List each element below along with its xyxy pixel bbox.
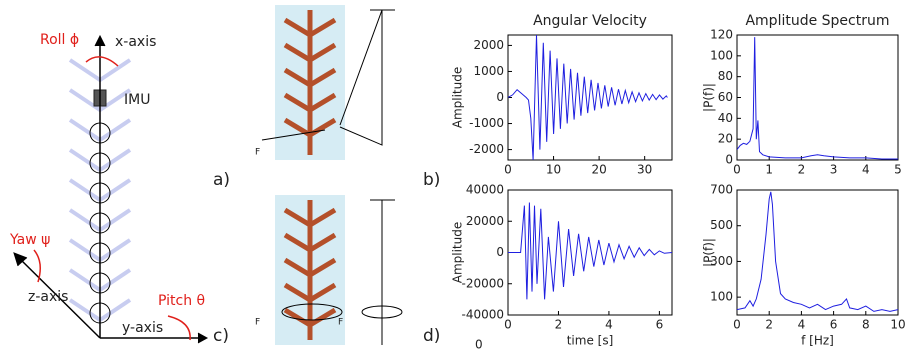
y-tick-label: 1000 [473, 64, 504, 78]
y-axis-label: Amplitude [451, 222, 465, 284]
chart-title: Angular Velocity [533, 13, 647, 29]
panel-c: c) [213, 326, 229, 346]
x-tick-label: 1 [765, 163, 773, 177]
x-axis-label: time [s] [567, 334, 614, 348]
y-tick-label: 0 [496, 245, 504, 259]
robot-schematic [13, 34, 209, 344]
y-tick-label: -40000 [461, 308, 504, 322]
plot-frame [736, 189, 899, 316]
force-label: F [255, 148, 260, 158]
data-line [737, 37, 898, 160]
x-tick-label: 2 [555, 318, 563, 332]
y-tick-label: 80 [718, 69, 733, 83]
panel-d: d) [423, 326, 440, 346]
y-tick-label: 40 [718, 111, 733, 125]
x-tick-label: 2 [798, 163, 806, 177]
panel-b: b) [423, 170, 440, 190]
y-tick-label: 20 [718, 132, 733, 146]
x-tick-label: 0 [733, 318, 741, 332]
y-tick-label: 2000 [473, 38, 504, 52]
x-tick-label: 4 [862, 163, 870, 177]
x-tick-label: 8 [862, 318, 870, 332]
x-tick-label: 2 [765, 318, 773, 332]
y-tick-label: 0 [725, 153, 733, 167]
y-tick-label: 0 [496, 90, 504, 104]
y-tick-label: 300 [710, 254, 733, 268]
imu-label: IMU [124, 92, 150, 108]
data-line [737, 191, 898, 312]
yaw-label: Yaw ψ [9, 232, 50, 248]
y-tick-label: 500 [710, 218, 733, 232]
x-tick-label: 4 [798, 318, 806, 332]
y-tick-label: -20000 [461, 276, 504, 290]
x-tick-label: 0 [504, 318, 512, 332]
pitch-label: Pitch θ [158, 293, 205, 309]
y-tick-label: -1000 [469, 116, 504, 130]
y-tick-label: 60 [718, 90, 733, 104]
y-tick-label: 700 [710, 183, 733, 197]
panel-a: a) [213, 170, 230, 190]
y-axis-label: |P(f)| [702, 238, 716, 267]
data-line [508, 202, 672, 300]
y-axis-label: |P(f)| [702, 83, 716, 112]
plot-frame [736, 34, 899, 161]
x-tick-label: 6 [656, 318, 664, 332]
y-tick-label: 100 [710, 48, 733, 62]
x-axis-label: f [Hz] [801, 334, 834, 348]
y-tick-label: 20000 [466, 214, 504, 228]
force-label: F [255, 318, 260, 328]
chart-title: Amplitude Spectrum [745, 13, 889, 29]
roll-label: Roll ϕ [40, 32, 79, 48]
y-tick-label: 40000 [466, 183, 504, 197]
x-tick-label: 10 [546, 163, 561, 177]
stray-label: 0 [475, 338, 483, 352]
x-tick-label: 4 [605, 318, 613, 332]
x-axis-label: x-axis [115, 34, 156, 50]
y-tick-label: -2000 [469, 142, 504, 156]
x-tick-label: 20 [591, 163, 606, 177]
x-tick-label: 30 [637, 163, 652, 177]
force-label: F [338, 318, 343, 328]
x-tick-label: 0 [504, 163, 512, 177]
x-tick-label: 3 [830, 163, 838, 177]
y-tick-label: 120 [710, 28, 733, 42]
plot-frame [507, 189, 673, 316]
robot-photos [261, 5, 403, 345]
data-line [508, 35, 668, 160]
y-tick-label: 100 [710, 290, 733, 304]
z-axis-label: z-axis [28, 289, 68, 305]
x-tick-label: 6 [830, 318, 838, 332]
x-tick-label: 10 [890, 318, 905, 332]
y-axis-label: y-axis [122, 320, 163, 336]
x-tick-label: 0 [733, 163, 741, 177]
y-axis-label: Amplitude [451, 67, 465, 129]
x-tick-label: 5 [894, 163, 902, 177]
